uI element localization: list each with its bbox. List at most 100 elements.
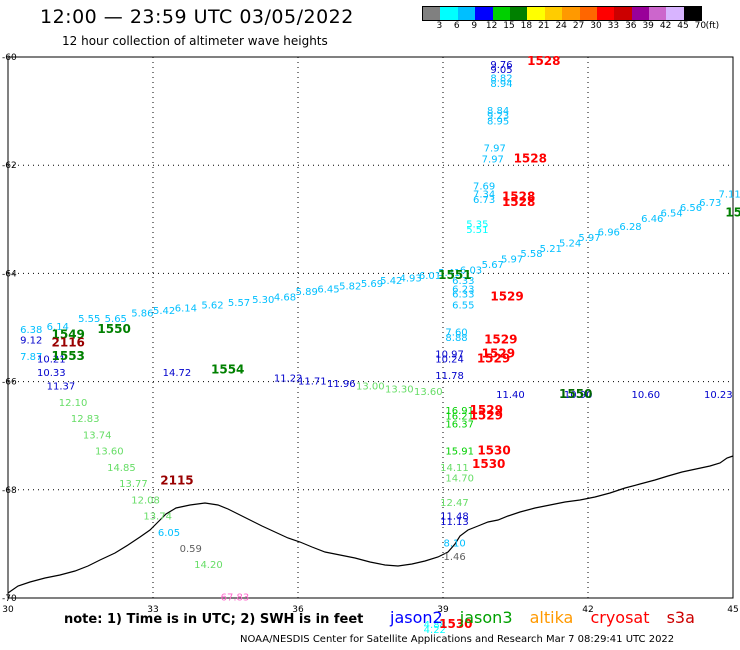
- wave-height-reading: 10.33: [37, 368, 66, 379]
- wave-height-reading: 9.05: [490, 65, 512, 76]
- wave-height-reading: 5.57: [228, 298, 250, 309]
- wave-height-reading: 11.78: [435, 371, 464, 382]
- wave-height-reading: 4.68: [274, 292, 296, 303]
- legend-tick-label: 12: [485, 21, 498, 31]
- wave-height-reading: 5.62: [201, 301, 223, 312]
- pass-time-label: 1554: [211, 362, 244, 376]
- pass-time-label: 1528: [502, 189, 535, 203]
- pass-time-label: 1549: [52, 327, 85, 341]
- wave-height-reading: 11.22: [274, 374, 303, 385]
- satellite-altika: altika: [529, 608, 574, 627]
- wave-height-reading: 7.69: [473, 182, 495, 193]
- wave-height-reading: 13.60: [95, 447, 124, 458]
- wave-height-reading: 14.72: [163, 368, 192, 379]
- legend-tick-label: 36: [625, 21, 637, 31]
- wave-height-reading: 12.10: [59, 398, 88, 409]
- wave-height-reading: 6.54: [661, 209, 683, 220]
- legend-tick-label: 21: [538, 21, 550, 31]
- wave-height-reading: 5.97: [578, 233, 600, 244]
- legend-unit-label: (ft): [705, 21, 720, 31]
- wave-height-reading: 13.30: [385, 384, 414, 395]
- wave-height-reading: 5.42: [380, 276, 402, 287]
- wave-height-reading: 5.65: [105, 314, 127, 325]
- legend-tick-label: 42: [659, 21, 672, 31]
- satellite-legend: jason2 jason3 altika cryosat s3a: [390, 608, 707, 627]
- satellite-s3a: s3a: [666, 608, 695, 627]
- longitude-tick-label: 42: [582, 605, 593, 615]
- wave-height-reading: 6.96: [598, 228, 620, 239]
- chart-title: 12:00 — 23:59 UTC 03/05/2022: [40, 6, 354, 28]
- wave-height-reading: 4.93: [400, 274, 422, 285]
- pass-time-label: 1551: [438, 268, 471, 282]
- wave-height-readings: 9.769.058.828.94 8.849.238.95 7.977.97 7.69…: [20, 60, 740, 636]
- wave-height-reading: 13.74: [83, 430, 112, 441]
- wave-height-reading: 5.24: [559, 238, 581, 249]
- pass-time-label: 1529: [477, 352, 510, 366]
- antarctic-coastline: [7, 455, 734, 594]
- legend-tick-label: 33: [607, 21, 620, 31]
- pass-time-label: 1528: [514, 151, 547, 165]
- wave-height-reading: 6.01: [419, 271, 441, 282]
- legend-swatch: [649, 7, 667, 20]
- legend-swatch: [683, 7, 702, 20]
- wave-height-reading: 16.21: [445, 411, 474, 422]
- wave-height-reading: 10.90: [564, 390, 593, 401]
- legend-swatch: [614, 7, 632, 20]
- wave-height-reading: 6.55: [452, 301, 474, 312]
- legend-tick-label: 3: [436, 21, 443, 31]
- wave-height-reading: 8.84: [487, 106, 509, 117]
- wave-height-reading: 7.97: [482, 154, 504, 165]
- wave-height-reading: 8.10: [443, 539, 465, 550]
- wave-height-reading: 5.86: [131, 309, 153, 320]
- longitude-tick-label: 30: [2, 605, 14, 615]
- wave-height-reading: 15.91: [445, 447, 474, 458]
- wave-height-reading: 5.42: [153, 306, 175, 317]
- wave-height-reading: 8.95: [487, 117, 509, 128]
- wave-height-color-legend: [422, 6, 703, 21]
- latitude-tick-label: -70: [2, 594, 17, 604]
- chart-subtitle: 12 hour collection of altimeter wave hei…: [62, 34, 328, 48]
- satellite-jason2: jason2: [390, 608, 443, 627]
- wave-height-reading: 6.46: [641, 214, 663, 225]
- wave-height-reading: 7.60: [445, 328, 467, 339]
- wave-height-reading: 12.08: [131, 495, 160, 506]
- footer-credit: NOAA/NESDIS Center for Satellite Applica…: [240, 634, 675, 645]
- wave-height-reading: 6.14: [47, 322, 69, 333]
- satellite-jason3: jason3: [459, 608, 513, 627]
- wave-height-reading: 7.11: [719, 190, 740, 201]
- latitude-tick-label: -68: [2, 486, 17, 496]
- wave-height-reading: 10.24: [435, 355, 464, 366]
- pass-time-label: 1530: [472, 457, 505, 471]
- wave-height-reading: 6.05: [158, 528, 180, 539]
- wave-height-reading: 9.12: [20, 336, 42, 347]
- wave-height-reading: 5.55: [78, 314, 100, 325]
- longitude-tick-label: 36: [292, 605, 304, 615]
- wave-height-reading: 6.73: [699, 198, 721, 209]
- wave-height-reading: 67.83: [221, 593, 250, 604]
- pass-time-label: 1529: [470, 403, 503, 417]
- wave-height-reading: 10.23: [704, 390, 733, 401]
- longitude-tick-label: 45: [727, 605, 738, 615]
- wave-height-reading: 5.69: [361, 279, 383, 290]
- legend-tick-label: 27: [572, 21, 585, 31]
- wave-height-reading: 12.83: [71, 414, 100, 425]
- wave-height-reading: 6.33: [452, 276, 474, 287]
- wave-height-reading: 13.77: [119, 479, 148, 490]
- legend-swatch: [492, 7, 510, 20]
- satellite-cryosat: cryosat: [590, 608, 650, 627]
- pass-time-label: 1550: [97, 322, 130, 336]
- wave-height-reading: 6.23: [452, 284, 474, 295]
- wave-height-reading: 9.76: [490, 60, 512, 71]
- wave-height-reading: 0.59: [180, 544, 202, 555]
- wave-height-reading: 10.60: [632, 390, 661, 401]
- legend-tick-label: 18: [520, 21, 533, 31]
- legend-swatch: [423, 7, 441, 20]
- wave-height-reading: 13.74: [143, 512, 172, 523]
- wave-height-reading: 5.82: [339, 282, 361, 293]
- wave-height-reading: 5.21: [540, 244, 562, 255]
- pass-time-label: 1529: [490, 289, 523, 303]
- legend-swatch: [562, 7, 580, 20]
- pass-time-label: 1530: [477, 444, 510, 458]
- legend-swatch: [666, 7, 684, 20]
